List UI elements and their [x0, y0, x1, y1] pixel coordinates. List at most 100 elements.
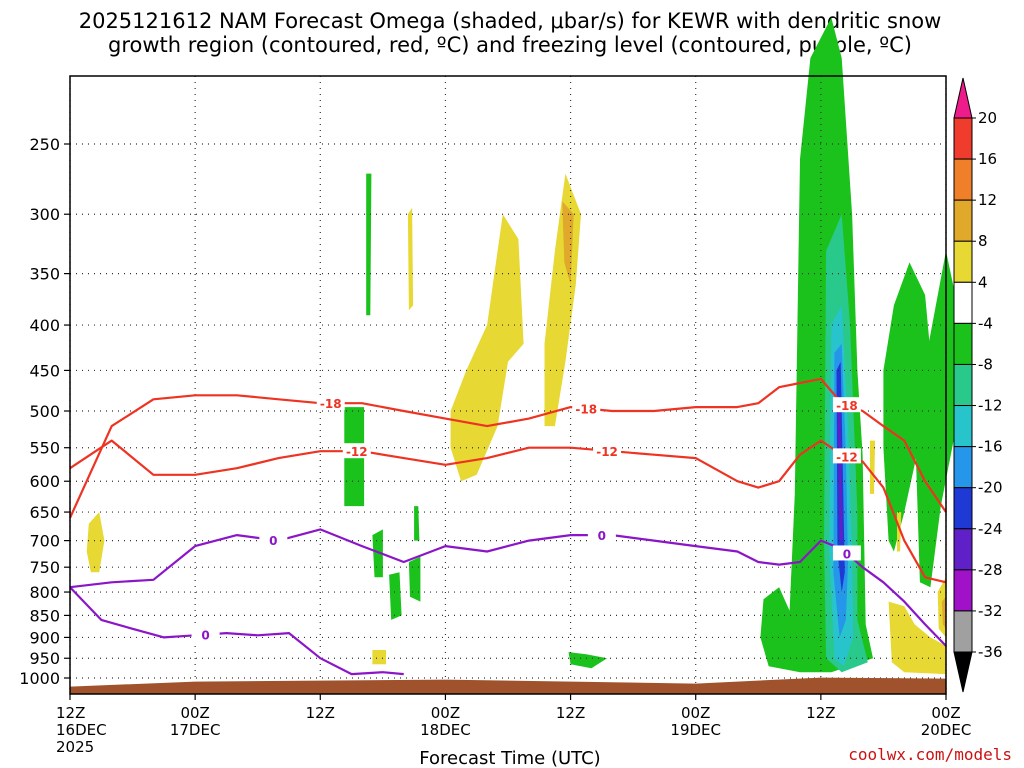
- y-tick-label: 950: [29, 649, 60, 668]
- omega-region-positive: [450, 214, 524, 482]
- omega-region-negative: [568, 652, 608, 669]
- chart-title-line-1: 2025121612 NAM Forecast Omega (shaded, μ…: [79, 9, 942, 33]
- colorbar-tick-label: 16: [978, 150, 997, 168]
- freezing-level-contour-label: 0: [843, 547, 851, 561]
- y-tick-label: 400: [29, 316, 60, 335]
- colorbar-swatch: [953, 117, 973, 160]
- colorbar-tick-label: 4: [978, 273, 988, 291]
- contour-lines: -18 -18 -18 -12 -12 -12 0 0 0 0: [68, 377, 947, 676]
- x-tick-label: 12Z: [306, 704, 335, 722]
- contour-label-background: [572, 400, 601, 416]
- x-tick-label: 00Z: [681, 704, 710, 722]
- y-tick-label: 650: [29, 503, 60, 522]
- colorbar-swatch: [953, 363, 973, 407]
- dendritic-contour-minus18-label: -18: [320, 397, 342, 411]
- colorbar-tick-label: 12: [978, 191, 997, 209]
- omega-region-negative: [914, 250, 962, 588]
- colorbar-swatch: [953, 322, 973, 365]
- contour-label-background: [587, 527, 616, 543]
- omega-region-negative: [837, 407, 843, 541]
- colorbar-swatch: [953, 158, 973, 201]
- x-tick-label: 17DEC: [170, 721, 221, 739]
- x-tick-label: 12Z: [806, 704, 835, 722]
- x-tick-label: 2025: [56, 738, 94, 756]
- colorbar-tick-label: -12: [978, 397, 1003, 415]
- dendritic-contour-minus12-label: -12: [836, 450, 858, 464]
- y-tick-label: 750: [29, 558, 60, 577]
- colorbar-tick-label: 20: [978, 109, 997, 127]
- colorbar-swatch: [953, 240, 973, 283]
- chart-title-line-2: growth region (contoured, red, ºC) and f…: [108, 33, 912, 57]
- contour-label-background: [832, 397, 861, 413]
- y-tick-label: 1000: [19, 669, 60, 688]
- colorbar-bottom-arrow: [953, 651, 973, 693]
- colorbar-tick-label: -16: [978, 438, 1003, 456]
- surface-terrain: [70, 677, 946, 694]
- y-tick-label: 800: [29, 583, 60, 602]
- x-tick-label: 12Z: [56, 704, 85, 722]
- y-tick-label: 500: [29, 402, 60, 421]
- x-tick-label: 00Z: [431, 704, 460, 722]
- contour-label-background: [832, 448, 861, 464]
- colorbar-tick-label: -28: [978, 561, 1003, 579]
- grid-lines: [69, 76, 947, 694]
- omega-region-positive: [86, 512, 105, 573]
- omega-region-negative: [366, 173, 372, 316]
- x-tick-label: 00Z: [931, 704, 960, 722]
- freezing-level-contour: [69, 586, 404, 676]
- axes: 250 300 350 400 450 500 550 600 650 700 750 800 850 9…: [19, 75, 972, 756]
- freezing-level-contour-label: 0: [269, 534, 277, 548]
- plot-frame: [69, 75, 947, 695]
- colorbar-swatch: [953, 610, 973, 653]
- y-tick-label: 600: [29, 472, 60, 491]
- contour-label-background: [342, 443, 371, 459]
- x-tick-label: 16DEC: [56, 721, 107, 739]
- y-tick-label: 350: [29, 265, 60, 284]
- contour-label-background: [316, 395, 345, 411]
- colorbar-tick-label: -32: [978, 602, 1003, 620]
- contour-label-background: [259, 531, 288, 547]
- dendritic-contour-minus18-label: -18: [575, 403, 597, 417]
- omega-region-positive: [562, 201, 574, 285]
- y-tick-label: 450: [29, 361, 60, 380]
- dendritic-contour-minus12-label: -12: [346, 445, 368, 459]
- contour-label-background: [191, 626, 220, 642]
- contour-label-background: [593, 442, 622, 458]
- colorbar-swatch: [953, 487, 973, 530]
- omega-region-positive: [372, 650, 386, 665]
- colorbar-tick-label: -24: [978, 520, 1003, 538]
- omega-region-negative: [883, 262, 931, 552]
- colorbar-tick-label: -8: [978, 355, 993, 373]
- plot-area: [86, 17, 962, 675]
- colorbar-swatch: [953, 446, 973, 489]
- colorbar-tick-label: -4: [978, 314, 993, 332]
- y-tick-label: 700: [29, 532, 60, 551]
- y-tick-label: 900: [29, 628, 60, 647]
- colorbar-tick-label: -20: [978, 479, 1003, 497]
- x-tick-label: 12Z: [556, 704, 585, 722]
- dendritic-contour-minus18-label: -18: [836, 399, 858, 413]
- contour-label-background: [832, 545, 861, 561]
- omega-region-negative: [372, 529, 383, 578]
- x-tick-label: 19DEC: [670, 721, 721, 739]
- omega-region-positive: [888, 601, 946, 675]
- colorbar-tick-label: -36: [978, 643, 1003, 661]
- y-tick-label: 550: [29, 439, 60, 458]
- omega-region-negative: [389, 572, 402, 620]
- y-tick-label: 300: [29, 205, 60, 224]
- omega-region-positive: [941, 596, 946, 629]
- colorbar-swatch: [953, 528, 973, 571]
- colorbar-tick-label: 8: [978, 232, 988, 250]
- credit-text: coolwx.com/models: [848, 745, 1012, 764]
- colorbar: 20 16 12 8 4 -4 -8 -12 -16 -20 -24 -28 -32 -36: [953, 77, 1003, 693]
- y-tick-label: 850: [29, 606, 60, 625]
- x-axis-label: Forecast Time (UTC): [419, 748, 600, 768]
- freezing-level-contour-label: 0: [598, 529, 606, 543]
- x-tick-label: 20DEC: [921, 721, 972, 739]
- x-tick-label: 18DEC: [420, 721, 471, 739]
- colorbar-swatch: [953, 281, 973, 324]
- y-tick-label: 250: [29, 135, 60, 154]
- dendritic-contour-minus12-label: -12: [596, 445, 618, 459]
- omega-region-negative: [414, 506, 420, 541]
